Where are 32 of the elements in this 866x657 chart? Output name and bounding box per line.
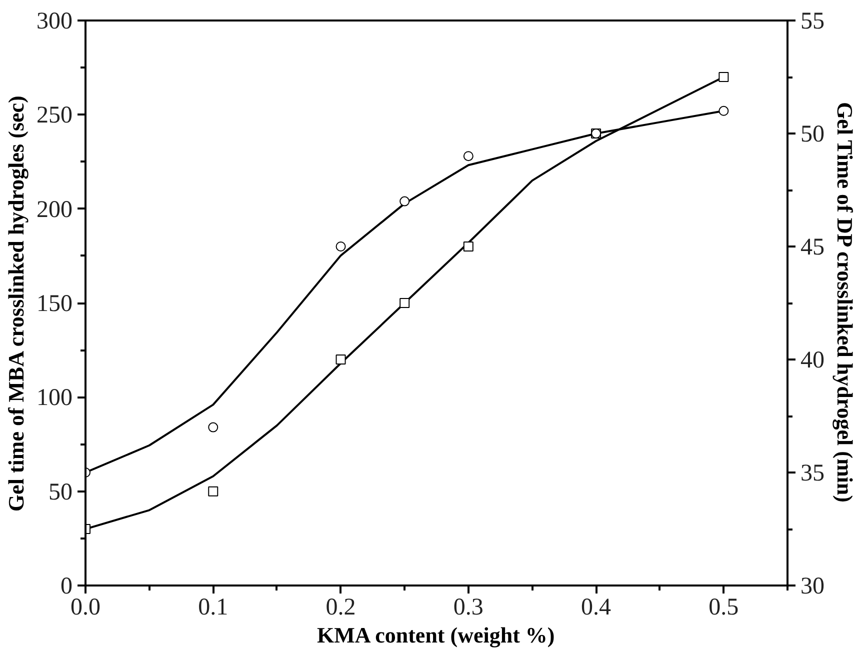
x-tick-label: 0.0 bbox=[70, 594, 100, 620]
point bbox=[463, 242, 474, 252]
y-tick-label: 0 bbox=[60, 574, 72, 600]
point bbox=[336, 354, 346, 364]
x-tick-label: 0.2 bbox=[326, 594, 356, 620]
y2-tick-label: 45 bbox=[800, 234, 824, 260]
y2-tick-label: 50 bbox=[800, 122, 824, 148]
x-tick-label: 0.3 bbox=[453, 594, 484, 620]
point bbox=[400, 196, 410, 206]
y-tick-label: 150 bbox=[36, 291, 72, 317]
point bbox=[718, 106, 729, 116]
point bbox=[463, 151, 474, 162]
y-axis-title: Gel time of MBA crosslinked hydrogles (sec) bbox=[4, 96, 28, 512]
x-tick-label: 0.4 bbox=[581, 594, 612, 620]
y2-axis-title: Gel Time of DP crosslinked hydrogel (min) bbox=[832, 102, 858, 502]
y2-tick-label: 35 bbox=[800, 460, 824, 486]
y-tick-label: 300 bbox=[36, 8, 72, 34]
x-tick-label: 0.5 bbox=[708, 594, 739, 620]
y2-tick-label: 40 bbox=[800, 348, 824, 374]
point bbox=[208, 422, 218, 432]
y-tick-label: 200 bbox=[36, 196, 72, 223]
x-tick-label: 0.1 bbox=[198, 594, 228, 620]
y-tick-label: 250 bbox=[36, 102, 72, 129]
point bbox=[400, 298, 410, 308]
point bbox=[208, 486, 218, 496]
point bbox=[718, 72, 729, 82]
y-tick-label: 50 bbox=[48, 479, 72, 506]
y-tick-label: 100 bbox=[36, 385, 72, 412]
point bbox=[336, 242, 346, 252]
y2-tick-label: 30 bbox=[800, 574, 824, 600]
y2-tick-label: 55 bbox=[800, 8, 824, 34]
x-axis-title: KMA content (weight %) bbox=[317, 622, 555, 648]
